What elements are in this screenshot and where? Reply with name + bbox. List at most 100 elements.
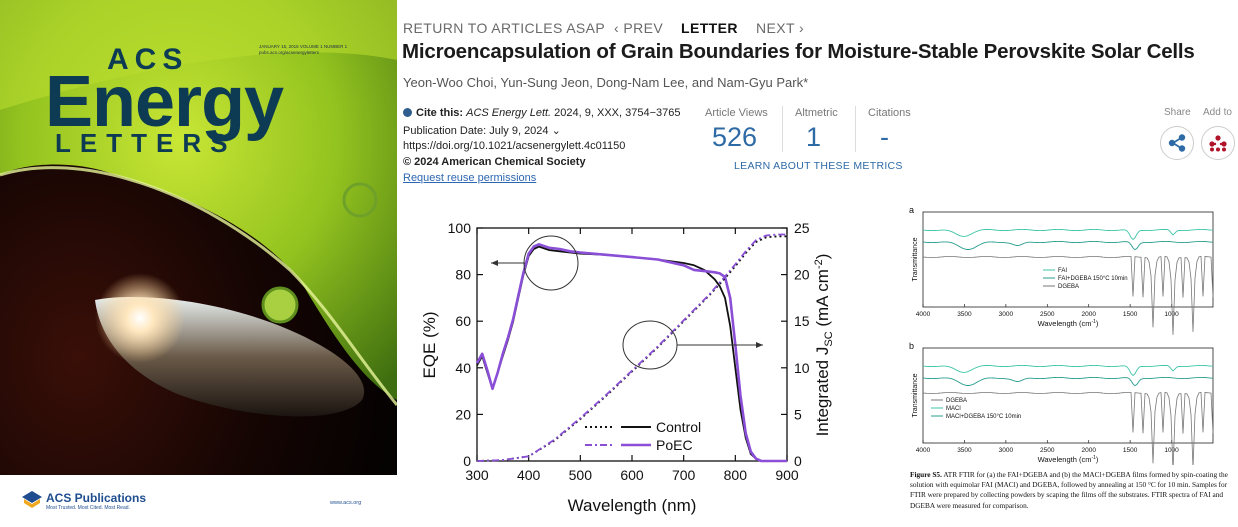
metrics-divider xyxy=(855,106,856,152)
ftir-legend-label: MACl xyxy=(946,406,961,412)
publisher-tagline: Most Trusted. Most Cited. Most Read. xyxy=(46,505,130,511)
article-views-count: 526 xyxy=(712,122,758,152)
acs-publications-logo-icon xyxy=(22,491,42,508)
ftir-x-axis-label-sup: -1 xyxy=(1091,319,1096,325)
ftir-spectrum-1 xyxy=(922,364,1214,377)
article-views-label: Article Views xyxy=(705,107,768,119)
ftir-x-tick-label: 3500 xyxy=(957,447,972,454)
ftir-y-axis-label: Transmittance xyxy=(912,373,919,417)
return-to-articles-link[interactable]: RETURN TO ARTICLES ASAP xyxy=(403,20,606,36)
y2-label-close: ) xyxy=(813,254,832,260)
cover-leaf-image xyxy=(0,0,397,475)
x-tick-label: 600 xyxy=(620,467,644,483)
learn-about-metrics-link[interactable]: LEARN ABOUT THESE METRICS xyxy=(734,160,903,172)
ftir-x-tick-label: 1500 xyxy=(1123,311,1138,318)
series-line-control-left xyxy=(476,245,787,462)
y-tick-label: 20 xyxy=(455,406,471,422)
y2-label-main: Integrated J xyxy=(813,347,832,437)
caption-label: Figure S5. xyxy=(910,470,942,479)
ftir-x-tick-label: 2000 xyxy=(1081,311,1096,318)
ftir-x-tick-label: 1500 xyxy=(1123,447,1138,454)
reuse-permissions-link[interactable]: Request reuse permissions xyxy=(403,172,537,184)
ftir-x-tick-label: 3500 xyxy=(957,311,972,318)
eqe-annotation-arrowhead xyxy=(491,260,498,266)
cite-journal: ACS Energy Lett. xyxy=(466,107,552,119)
share-icon xyxy=(1168,134,1186,152)
jsc-annotation-arrowhead xyxy=(756,342,763,348)
publisher-url: www.acs.org xyxy=(330,500,362,506)
x-tick-label: 400 xyxy=(517,467,541,483)
y2-label-sup: -2 xyxy=(813,259,825,269)
y2-tick-label: 10 xyxy=(794,360,810,376)
y2-tick-label: 25 xyxy=(794,220,810,236)
share-button[interactable] xyxy=(1160,126,1194,160)
cover-brand-letters: LETTERS xyxy=(55,128,237,158)
ftir-spectrum-2 xyxy=(922,376,1214,387)
legend-poec-label: PoEC xyxy=(656,437,693,453)
ftir-legend-label: FAI xyxy=(1058,268,1067,274)
ftir-legend-label: DGEBA xyxy=(1058,284,1079,290)
altmetric-label: Altmetric xyxy=(795,107,838,119)
ftir-x-tick-label: 2500 xyxy=(1040,447,1055,454)
cover-footer xyxy=(0,475,397,527)
x-tick-label: 300 xyxy=(465,467,489,483)
citations-count: - xyxy=(880,122,889,152)
y-tick-label: 0 xyxy=(463,453,471,469)
ftir-y-axis-label: Transmittance xyxy=(912,237,919,281)
jsc-annotation-circle xyxy=(622,320,678,370)
publication-date[interactable]: Publication Date: July 9, 2024 ⌄ xyxy=(403,125,561,137)
ftir-x-tick-label: 2000 xyxy=(1081,447,1096,454)
prev-article-link[interactable]: ‹ PREV xyxy=(614,20,664,36)
y-tick-label: 60 xyxy=(455,313,471,329)
article-type-label: LETTER xyxy=(681,20,738,36)
y2-tick-label: 20 xyxy=(794,267,810,283)
ftir-panel-label: b xyxy=(909,341,914,351)
ftir-spectrum-3 xyxy=(922,391,1214,465)
publisher-name: ACS Publications xyxy=(46,491,147,505)
ftir-spectrum-3 xyxy=(922,255,1214,335)
y2-label-sub: SC xyxy=(823,331,835,346)
x-tick-label: 800 xyxy=(724,467,748,483)
mendeley-icon xyxy=(1209,135,1227,152)
next-article-link[interactable]: NEXT › xyxy=(756,20,805,36)
ftir-spectrum-2 xyxy=(922,240,1214,251)
copyright: © 2024 American Chemical Society xyxy=(403,156,586,168)
eqe-y-axis-label: EQE (%) xyxy=(420,311,439,378)
altmetric-score[interactable]: 1 xyxy=(806,122,822,152)
ftir-x-tick-label: 3000 xyxy=(999,311,1014,318)
eqe-y2-axis-label: Integrated JSC (mA cm-2) xyxy=(813,254,835,437)
x-tick-label: 700 xyxy=(672,467,696,483)
cite-icon xyxy=(403,108,412,117)
eqe-annotation-circle xyxy=(523,235,579,291)
cite-label: Cite this: xyxy=(416,107,464,119)
journal-cover: JANUARY 15, 2016 VOLUME 1 NUMBER 1 pubs.… xyxy=(0,0,397,527)
citations-label: Citations xyxy=(868,107,911,119)
ftir-x-axis-label-tail: ) xyxy=(1096,455,1099,464)
series-line-poec-right xyxy=(476,233,787,462)
doi-link[interactable]: https://doi.org/10.1021/acsenergylett.4c… xyxy=(403,140,626,152)
ftir-x-tick-label: 2500 xyxy=(1040,311,1055,318)
ftir-x-tick-label: 4000 xyxy=(916,311,931,318)
ftir-x-axis-label-sup: -1 xyxy=(1091,455,1096,461)
legend-control-label: Control xyxy=(656,419,701,435)
ftir-panel-frame xyxy=(922,347,1214,444)
y2-tick-label: 0 xyxy=(794,453,802,469)
series-line-poec-left xyxy=(475,243,787,463)
cover-issue-info: JANUARY 15, 2016 VOLUME 1 NUMBER 1 pubs.… xyxy=(259,44,348,55)
caption-text: ATR FTIR for (a) the FAI+DGEBA and (b) t… xyxy=(910,470,1228,510)
ftir-legend-label: MACl+DGEBA 150°C 10min xyxy=(946,414,1021,420)
eqe-chart: 300 400 500 600 700 800 9000204060801000510152… xyxy=(420,220,835,515)
ftir-x-axis-label: Wavelength (cm-1) xyxy=(1038,455,1099,464)
cover-brand-acs: ACS xyxy=(107,43,189,76)
ftir-legend-label: FAI+DGEBA 150°C 10min xyxy=(1058,276,1128,282)
ftir-x-tick-label: 4000 xyxy=(916,447,931,454)
article-authors[interactable]: Yeon-Woo Choi, Yun-Sung Jeon, Dong-Nam L… xyxy=(403,75,809,90)
add-to-button[interactable] xyxy=(1201,126,1235,160)
y-tick-label: 100 xyxy=(448,220,472,236)
share-label: Share xyxy=(1164,107,1191,118)
ftir-x-axis-label: Wavelength (cm-1) xyxy=(1038,319,1099,328)
ftir-panel-frame xyxy=(922,211,1214,308)
figure-caption: Figure S5. ATR FTIR for (a) the FAI+DGEB… xyxy=(910,470,1232,511)
add-to-label: Add to xyxy=(1203,107,1232,118)
cite-this[interactable]: Cite this: ACS Energy Lett. 2024, 9, XXX… xyxy=(403,107,680,119)
